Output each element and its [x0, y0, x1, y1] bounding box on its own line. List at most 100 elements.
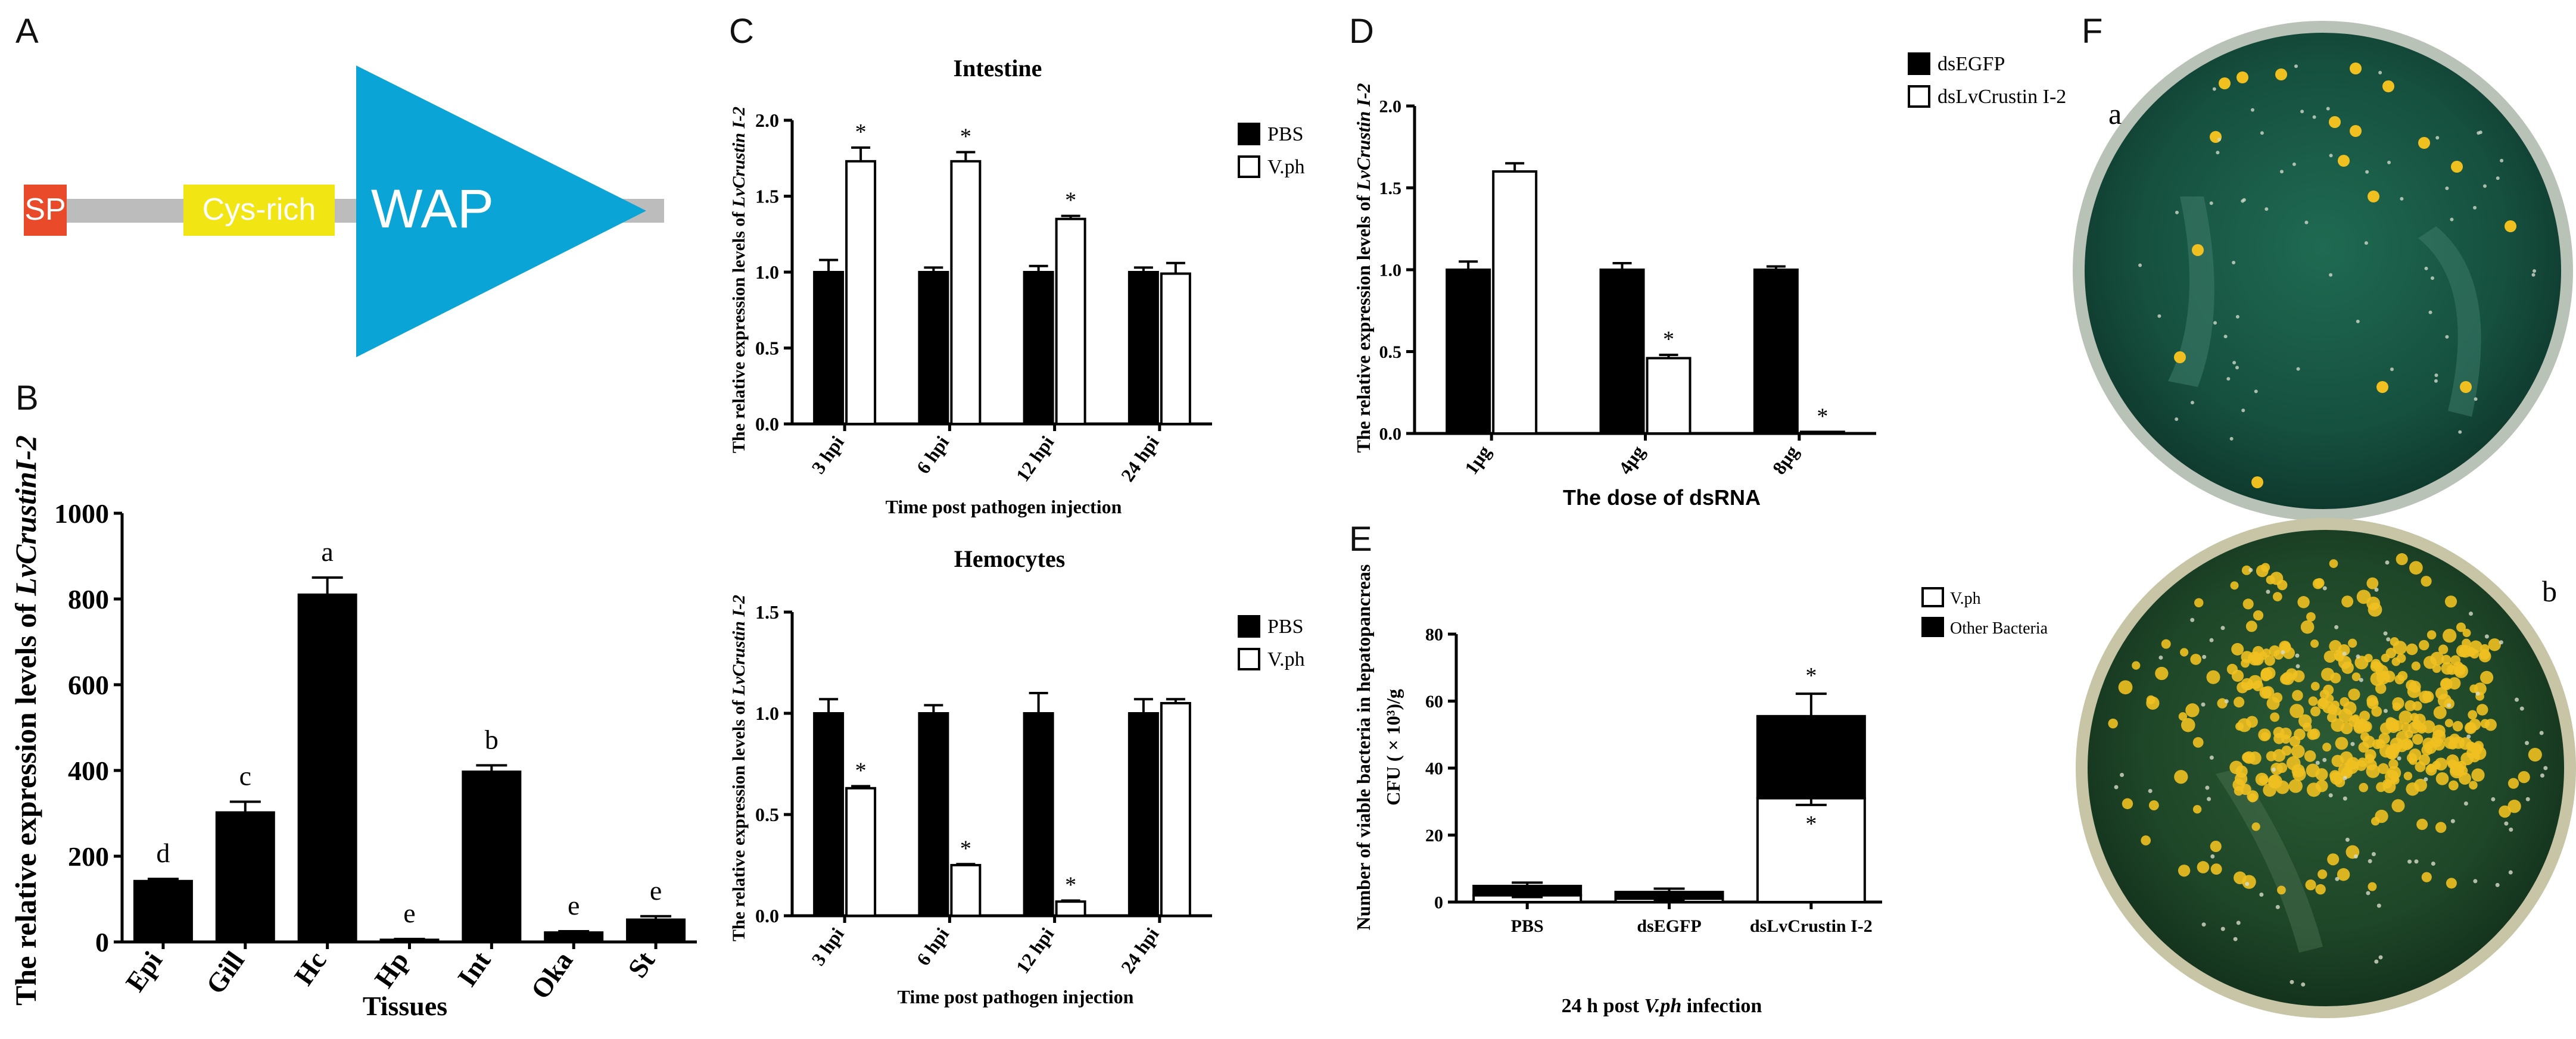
colony — [2384, 769, 2399, 784]
significance-star: * — [1663, 327, 1674, 352]
colony-small — [2539, 731, 2544, 735]
colony-small — [2209, 755, 2214, 760]
colony — [2518, 771, 2530, 784]
significance-letter: a — [321, 536, 333, 567]
colony-small — [2374, 959, 2379, 964]
legend-swatch-black — [1238, 615, 1260, 638]
colony — [2447, 759, 2457, 769]
panel-f: F a b — [2073, 12, 2576, 1018]
colony — [2438, 644, 2449, 654]
colony — [2484, 719, 2497, 731]
colony — [2382, 80, 2394, 92]
colony — [2416, 723, 2427, 734]
colony-small — [2345, 837, 2350, 842]
colony — [2230, 581, 2239, 590]
colony-small — [2315, 760, 2320, 765]
colony — [2269, 645, 2281, 657]
colony — [2427, 630, 2437, 640]
colony — [2242, 598, 2254, 610]
colony — [2242, 875, 2256, 889]
colony-small — [2235, 366, 2239, 370]
colony-small — [2175, 210, 2179, 214]
colony — [2401, 722, 2411, 732]
colony — [2357, 757, 2368, 767]
colony — [2178, 712, 2188, 721]
x-tick-label: Int — [451, 946, 497, 992]
colony-small — [2279, 170, 2284, 174]
colony — [2210, 863, 2222, 875]
colony — [2185, 703, 2200, 717]
chart-b-ylabel: The relative expression levels of LvCrus… — [9, 435, 42, 1006]
colony — [2419, 639, 2429, 651]
significance-star: * — [1805, 812, 1817, 837]
colony-small — [2387, 160, 2391, 164]
x-tick-label: 6 hpi — [912, 923, 953, 969]
colony — [2277, 885, 2286, 895]
colony — [2310, 682, 2320, 691]
colony — [2266, 697, 2280, 710]
colony — [2362, 735, 2375, 748]
colony — [2440, 678, 2453, 691]
colony-small — [2190, 617, 2195, 622]
colony-small — [2201, 922, 2206, 927]
y-tick-label: 2.0 — [755, 110, 779, 131]
colony — [2263, 783, 2276, 797]
colony — [2446, 878, 2457, 889]
plate-b-agar — [2088, 530, 2564, 1006]
panel-f-label: F — [2082, 12, 2102, 51]
bar-pbs — [1127, 712, 1159, 917]
colony — [2174, 351, 2186, 363]
plate-a-agar — [2085, 33, 2561, 509]
colony-small — [2450, 819, 2455, 823]
colony — [2292, 767, 2306, 781]
colony — [2272, 749, 2286, 762]
colony — [2226, 663, 2238, 675]
colony — [2416, 819, 2428, 831]
colony — [2294, 728, 2306, 741]
chart-c2-xlabel: Time post pathogen injection — [898, 986, 1134, 1007]
colony-small — [2458, 430, 2462, 434]
plate-b-label: b — [2542, 575, 2557, 608]
colony-small — [2407, 859, 2412, 864]
legend-swatch-white — [1238, 648, 1260, 670]
colony — [2385, 648, 2397, 659]
colony-small — [2531, 273, 2535, 277]
bar-treatment — [845, 160, 877, 425]
bar-treatment — [1646, 357, 1692, 435]
colony-small — [2138, 263, 2142, 267]
y-tick-label: 80 — [1425, 625, 1443, 645]
legend-swatch-black — [1908, 52, 1930, 75]
cys-rich-domain — [183, 185, 335, 236]
colony-small — [2190, 401, 2194, 405]
colony-small — [2235, 315, 2239, 319]
y-tick-label: 2.0 — [1379, 97, 1402, 117]
colony-small — [2259, 893, 2264, 897]
colony — [2412, 734, 2424, 745]
colony — [2329, 116, 2341, 128]
colony-small — [2514, 697, 2519, 702]
x-tick-label: Hp — [369, 946, 415, 993]
colony — [2378, 732, 2390, 744]
significance-star: * — [1805, 663, 1817, 688]
x-tick-label: Epi — [120, 946, 169, 997]
y-tick-label: 0.0 — [755, 413, 779, 435]
colony — [2190, 654, 2201, 665]
colony-small — [2209, 638, 2214, 642]
colony — [2359, 710, 2371, 722]
colony — [2348, 688, 2360, 701]
x-tick-label: 24 hpi — [1117, 432, 1163, 485]
x-tick-label: PBS — [1511, 916, 1544, 936]
colony — [2264, 655, 2275, 666]
colony — [2178, 865, 2191, 877]
colony — [2329, 559, 2338, 568]
colony — [2282, 643, 2291, 653]
bar-other-bacteria — [1756, 714, 1866, 800]
y-tick-label: 0.0 — [1379, 425, 1402, 444]
colony — [2197, 861, 2210, 873]
y-tick-label: 400 — [68, 756, 109, 786]
colony — [2108, 718, 2118, 729]
colony — [2340, 751, 2353, 765]
colony — [2366, 697, 2379, 710]
colony-small — [2158, 655, 2163, 660]
colony — [2192, 244, 2204, 256]
